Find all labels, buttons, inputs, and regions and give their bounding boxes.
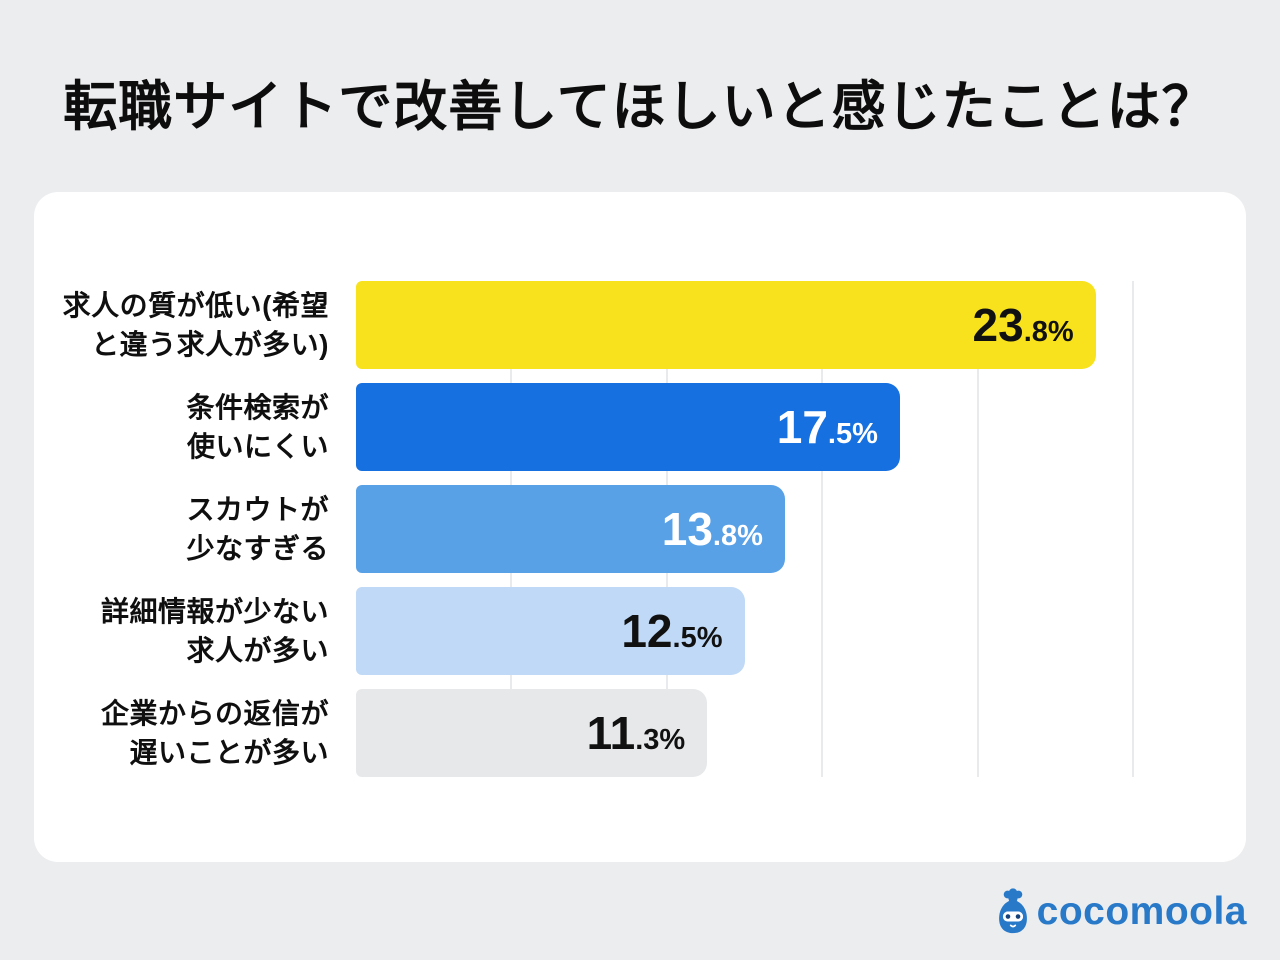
bar-value-label: 13.8%: [662, 502, 763, 556]
category-label: 詳細情報が少ない 求人が多い: [44, 587, 329, 675]
bar-value-label: 12.5%: [621, 604, 722, 658]
bar-value-integer: 12: [621, 605, 673, 657]
bar: 23.8%: [356, 281, 1096, 369]
category-label: 求人の質が低い(希望 と違う求人が多い): [44, 281, 329, 369]
gridline: [1132, 281, 1134, 777]
bar-value-fraction: .5%: [827, 418, 878, 450]
category-label-line1: 求人の質が低い(希望: [62, 289, 329, 321]
category-label-line2: 少なすぎる: [186, 533, 329, 564]
gridline: [821, 281, 824, 777]
bar-value-fraction: .5%: [672, 622, 723, 654]
bar-value-integer: 23: [972, 299, 1024, 351]
category-label-line1: スカウトが: [186, 493, 329, 525]
category-label-line1: 条件検索が: [186, 391, 329, 423]
bar: 12.5%: [356, 587, 745, 675]
category-labels-column: 求人の質が低い(希望 と違う求人が多い) 条件検索が 使いにくい スカウトが 少…: [44, 281, 329, 777]
bar: 11.3%: [356, 689, 708, 777]
money-bag-mascot-icon: [998, 888, 1027, 934]
chart-panel: 求人の質が低い(希望 と違う求人が多い) 条件検索が 使いにくい スカウトが 少…: [34, 192, 1246, 862]
category-label: スカウトが 少なすぎる: [44, 485, 329, 573]
category-label: 企業からの返信が 遅いことが多い: [44, 689, 329, 777]
category-label-line1: 詳細情報が少ない: [100, 595, 329, 627]
logo-text: cocomoola: [1036, 889, 1247, 933]
category-label-line2: 遅いことが多い: [129, 737, 329, 768]
bar: 17.5%: [356, 383, 900, 471]
bar-plot-area: 23.8% 17.5% 13.8% 12.5% 11.3%: [356, 281, 1134, 777]
category-label-line2: と違う求人が多い): [91, 329, 329, 360]
bar-value-fraction: .8%: [712, 520, 763, 552]
category-label-line2: 使いにくい: [187, 431, 329, 462]
bar-value-label: 11.3%: [587, 706, 686, 760]
bar-value-integer: 13: [661, 503, 713, 555]
bar-value-fraction: .8%: [1023, 316, 1074, 348]
bar-value-fraction: .3%: [635, 724, 686, 756]
bar: 13.8%: [356, 485, 785, 573]
category-label-line1: 企業からの返信が: [100, 697, 329, 729]
category-label: 条件検索が 使いにくい: [44, 383, 329, 471]
bar-value-integer: 11: [586, 707, 636, 759]
category-label-line2: 求人が多い: [186, 635, 329, 666]
bar-value-integer: 17: [776, 401, 828, 453]
gridline: [976, 281, 979, 777]
bar-value-label: 17.5%: [777, 400, 878, 454]
chart-title: 転職サイトで改善してほしいと感じたことは？: [63, 77, 1217, 137]
cocomoola-logo: cocomoola: [996, 888, 1247, 935]
bar-value-label: 23.8%: [973, 298, 1074, 352]
